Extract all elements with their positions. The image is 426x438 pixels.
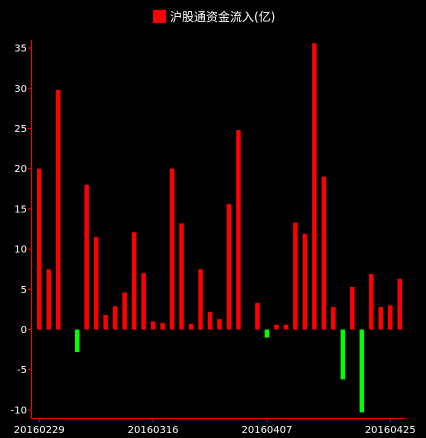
bar-32: [340, 329, 346, 380]
x-tick-label: 20160407: [241, 425, 292, 436]
bar-29: [312, 43, 317, 330]
bar-19: [217, 319, 222, 330]
y-tick-label: -5: [17, 365, 27, 376]
y-tick-label: 25: [14, 124, 27, 135]
bar-17: [198, 269, 203, 330]
bar-15: [179, 223, 184, 330]
bar-31: [331, 307, 336, 330]
bar-21: [236, 130, 241, 330]
bar-38: [397, 278, 403, 330]
bar-20: [226, 204, 232, 330]
bar-16: [188, 323, 194, 330]
y-tick-label: 30: [14, 84, 27, 95]
bar-33: [350, 286, 355, 330]
bar-11: [141, 273, 146, 330]
x-tick-label: 20160316: [128, 425, 179, 436]
y-tick-label: 5: [21, 285, 27, 296]
legend-swatch: [153, 9, 166, 23]
bar-7: [103, 315, 108, 330]
bar-26: [283, 324, 289, 330]
bar-37: [388, 305, 393, 330]
y-tick-label: 0: [21, 325, 27, 336]
bar-36: [378, 307, 384, 330]
y-tick-label: 35: [14, 44, 27, 55]
bar-2: [55, 89, 61, 330]
y-tick-label: 10: [14, 245, 27, 256]
bar-4: [74, 329, 80, 353]
axes-group: [31, 40, 405, 419]
bar-6: [93, 237, 99, 330]
chart-legend: 沪股通资金流入(亿): [153, 7, 275, 25]
y-tick-label: 15: [14, 204, 27, 215]
bar-0: [37, 168, 42, 330]
bars-group: [37, 43, 403, 413]
bar-30: [321, 176, 327, 330]
bar-25: [274, 324, 279, 330]
bar-27: [293, 222, 298, 330]
bar-9: [122, 292, 127, 330]
bar-1: [46, 269, 51, 330]
bar-23: [255, 302, 260, 330]
x-tick-label: 20160229: [14, 425, 65, 436]
bar-13: [160, 323, 165, 330]
bar-10: [131, 232, 137, 330]
bar-28: [302, 233, 308, 330]
bar-24: [264, 329, 270, 338]
bar-5: [84, 184, 89, 330]
legend-label: 沪股通资金流入(亿): [170, 9, 276, 24]
bar-12: [150, 321, 156, 330]
x-ticks-group: 20160229 20160316 20160407 20160425: [14, 418, 416, 436]
bar-18: [207, 311, 213, 330]
bar-8: [112, 306, 118, 330]
bar-14: [169, 168, 175, 330]
y-tick-label: -10: [11, 405, 27, 416]
bar-34: [359, 329, 365, 413]
bar-35: [369, 274, 374, 330]
y-ticks-group: 35 30 25 20 15 10 5 0 -5 -10: [11, 44, 31, 416]
x-tick-label: 20160425: [365, 425, 416, 436]
y-tick-label: 20: [14, 164, 27, 175]
